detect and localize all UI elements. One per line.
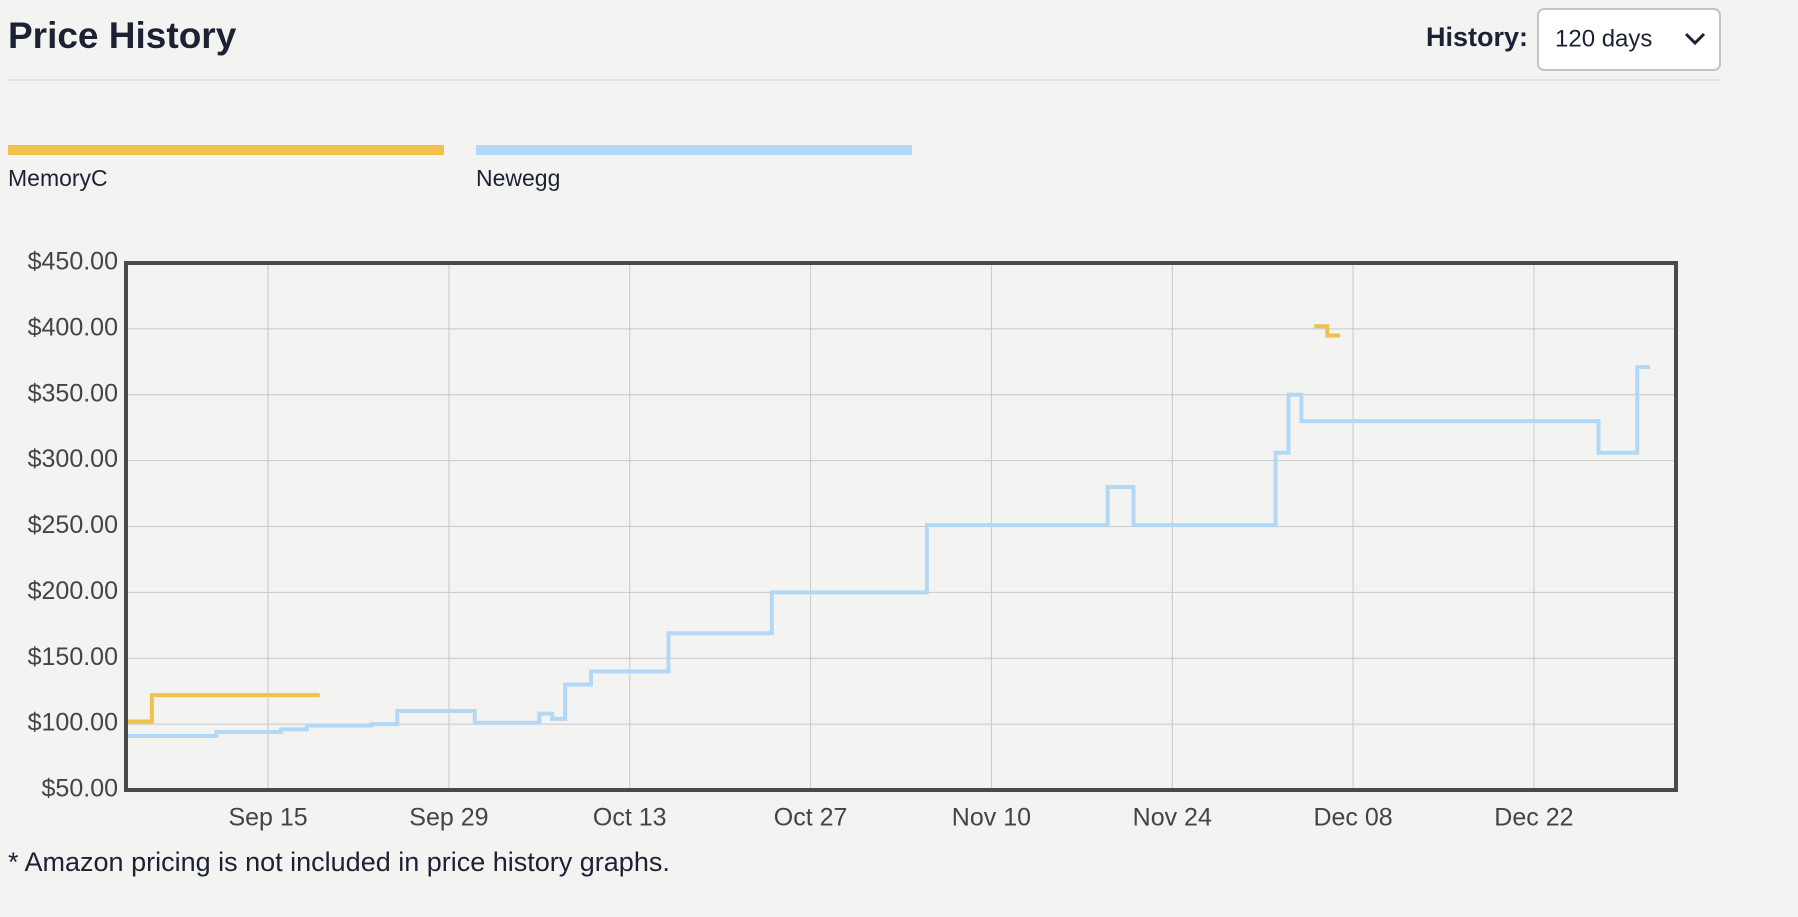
dropdown-value[interactable]: 120 days [1555, 25, 1652, 52]
plot-frame [124, 261, 1678, 792]
x-tick-label: Oct 13 [593, 804, 667, 832]
x-tick-label: Dec 08 [1313, 804, 1392, 832]
history-label: History: [1426, 22, 1528, 52]
y-tick-label: $350.00 [28, 379, 118, 407]
y-tick-label: $450.00 [28, 248, 118, 276]
y-tick-label: $100.00 [28, 709, 118, 737]
footnote: * Amazon pricing is not included in pric… [8, 847, 670, 877]
dropdown-box[interactable] [1537, 8, 1721, 71]
price-line [126, 365, 1651, 738]
x-tick-label: Nov 24 [1133, 804, 1212, 832]
x-tick-label: Sep 29 [409, 804, 488, 832]
y-tick-label: $400.00 [28, 313, 118, 341]
y-tick-label: $50.00 [42, 775, 118, 803]
x-tick-label: Sep 15 [228, 804, 307, 832]
y-tick-label: $200.00 [28, 577, 118, 605]
x-tick-label: Nov 10 [952, 804, 1031, 832]
legend-label[interactable]: Newegg [476, 165, 560, 191]
dropdown-arrow[interactable] [1684, 32, 1706, 46]
y-tick-label: $150.00 [28, 643, 118, 671]
x-tick-label: Oct 27 [774, 804, 848, 832]
y-tick-label: $250.00 [28, 511, 118, 539]
title: Price History [8, 15, 237, 56]
legend-label[interactable]: MemoryC [8, 165, 108, 191]
y-tick-label: $300.00 [28, 445, 118, 473]
history-dropdown[interactable]: 120 days [1537, 8, 1721, 71]
price-line [126, 324, 1341, 724]
x-tick-label: Dec 22 [1494, 804, 1573, 832]
